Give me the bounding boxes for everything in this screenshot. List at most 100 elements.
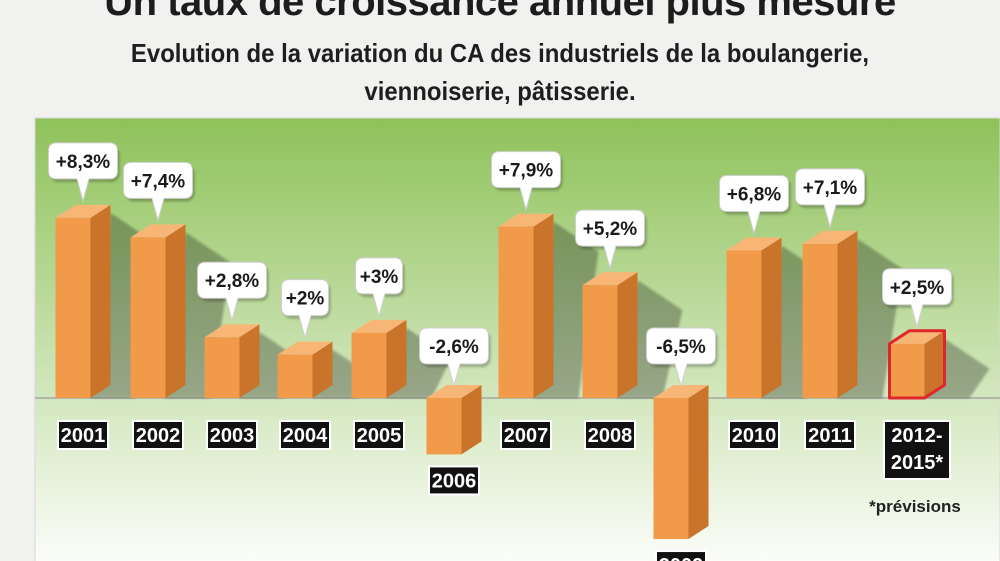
data-label: +2% — [286, 289, 325, 310]
value-callout — [795, 168, 865, 229]
bar — [653, 398, 689, 540]
bar-group-2005: +3% 2005 — [351, 257, 452, 450]
bar-side — [90, 204, 111, 398]
bar — [726, 250, 762, 398]
category-label: 2009 — [659, 555, 704, 561]
bar — [130, 237, 166, 398]
bar-top — [130, 224, 186, 238]
bar-group-2007: +7,9% 2007 — [491, 151, 599, 450]
category-label: 2004 — [283, 425, 328, 447]
data-label: +5,2% — [583, 219, 638, 240]
category-label-box — [584, 420, 636, 450]
bar-side — [761, 237, 782, 398]
category-label: 2005 — [357, 425, 402, 447]
bar — [426, 398, 462, 455]
bar-top — [653, 385, 709, 398]
data-label: +8,3% — [56, 152, 111, 173]
category-label-box — [279, 420, 331, 450]
bar-group-2001: +8,3% 2001 — [48, 142, 156, 450]
value-callout — [646, 327, 716, 388]
value-callout — [123, 161, 193, 223]
value-callout — [281, 279, 329, 340]
bar-side — [239, 324, 260, 398]
footnote: *prévisions — [869, 497, 961, 516]
bar-top — [498, 213, 554, 227]
bar-group-2008: +5,2% 2008 — [575, 209, 683, 450]
bar-highlight-outline — [888, 329, 946, 400]
subtitle-line-1: Evolution de la variation du CA des indu… — [130, 38, 870, 68]
category-label-box — [500, 420, 552, 450]
value-callout — [48, 142, 118, 203]
subtitle-line-2: viennoiserie, pâtisserie. — [364, 76, 636, 106]
bar — [802, 243, 838, 398]
data-label: +2,8% — [205, 271, 260, 292]
bar-side — [617, 272, 638, 398]
bar-top — [351, 319, 407, 333]
bar-side — [924, 330, 945, 398]
value-callout — [719, 174, 789, 236]
bar — [582, 285, 618, 398]
bar-side — [533, 213, 554, 398]
bar — [277, 354, 313, 398]
category-label: 2006 — [432, 470, 477, 492]
category-label: 2010 — [732, 425, 777, 447]
value-callout — [491, 151, 561, 212]
bar — [498, 226, 534, 398]
bar-top — [204, 324, 260, 338]
category-label-box — [132, 420, 184, 450]
bar-top — [889, 330, 945, 344]
bar-side — [461, 385, 482, 455]
category-label: 2011 — [808, 425, 851, 447]
bar-top — [426, 385, 482, 398]
chart-subtitle: Evolution de la variation du CA des indu… — [40, 34, 960, 110]
category-label-box — [57, 420, 109, 450]
category-label-box — [883, 420, 951, 480]
bar-top — [802, 230, 858, 244]
data-label: +7,9% — [499, 161, 554, 182]
bar-side — [312, 341, 333, 398]
bar — [55, 217, 91, 398]
category-label-box — [804, 420, 856, 450]
category-label-box — [655, 550, 707, 561]
category-label-box — [428, 465, 480, 496]
bar — [204, 337, 240, 398]
chart-title: Un taux de croissance annuel plus mesuré — [104, 0, 896, 24]
category-label: 2012- — [891, 425, 942, 447]
value-callout — [575, 209, 645, 271]
bar-group-2011: +7,1% 2011 — [795, 168, 903, 450]
bar-side — [165, 224, 186, 398]
bar-group-2009: -6,5% 2009 — [646, 327, 718, 561]
bar-group-2012-2015: +2,5% 2012- 2015* — [882, 268, 990, 480]
category-label-box — [728, 420, 780, 450]
category-label: 2007 — [504, 425, 549, 447]
category-label-box — [206, 420, 258, 450]
category-label: 2008 — [588, 425, 633, 447]
value-callout — [882, 268, 952, 329]
data-label: +3% — [360, 267, 399, 288]
bar-side — [688, 385, 709, 540]
category-label: 2003 — [210, 425, 255, 447]
data-label: -6,5% — [656, 337, 706, 358]
bar-group-2006: -2,6% 2006 — [419, 327, 491, 496]
bar — [351, 332, 387, 398]
data-label: +6,8% — [727, 184, 782, 205]
bar-top — [582, 272, 638, 286]
bar-top — [277, 341, 333, 355]
bar-top — [726, 237, 782, 251]
bar-group-2004: +2% 2004 — [277, 279, 378, 450]
category-label: 2002 — [136, 425, 181, 447]
data-label: +7,4% — [131, 171, 186, 192]
data-label: -2,6% — [429, 337, 479, 358]
value-callout — [197, 261, 267, 323]
data-label: +2,5% — [890, 278, 945, 299]
category-label: 2015* — [891, 452, 943, 474]
bar-side — [837, 230, 858, 398]
bar — [889, 343, 925, 398]
value-callout — [355, 257, 403, 318]
bar-side — [386, 319, 407, 398]
category-label: 2001 — [61, 425, 106, 447]
value-callout — [419, 327, 489, 388]
category-label-box — [353, 420, 405, 450]
bar-top — [55, 204, 111, 218]
